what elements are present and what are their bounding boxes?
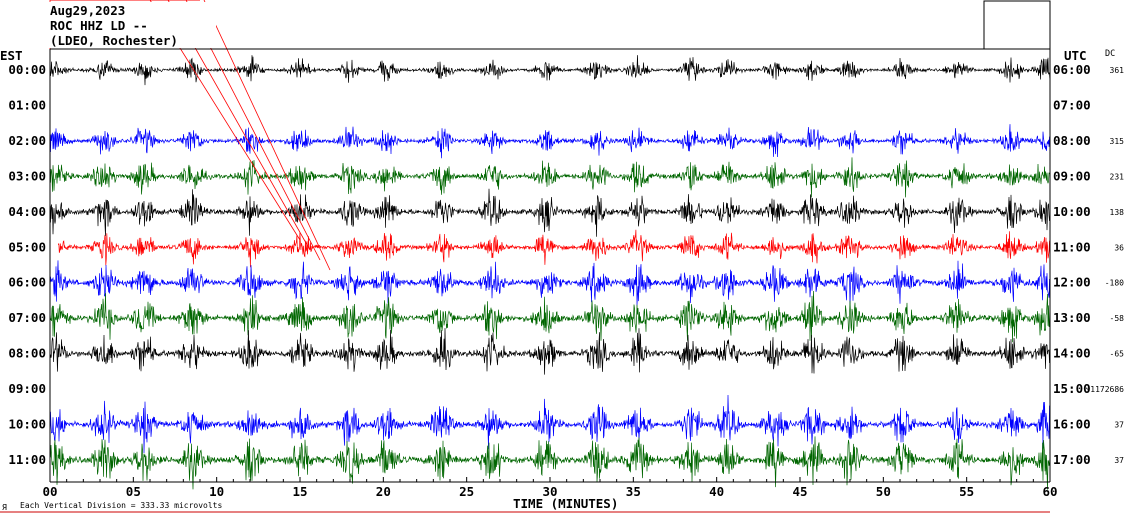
utc-label: 08:00 [1053, 133, 1091, 148]
est-label: 01:00 [8, 97, 46, 112]
header-date: Aug29,2023 [50, 3, 125, 18]
utc-label: 10:00 [1053, 204, 1091, 219]
dc-value: 361 [1110, 66, 1125, 75]
dc-value: 37 [1114, 421, 1124, 430]
dc-value: 138 [1110, 208, 1125, 217]
x-tick-label: 15 [292, 484, 307, 499]
dc-value: 37 [1114, 456, 1124, 465]
utc-label: 13:00 [1053, 310, 1091, 325]
sweep-line-3 [203, 0, 331, 271]
est-label: 04:00 [8, 204, 46, 219]
trace-0900 [49, 157, 1051, 198]
x-tick-label: 35 [626, 484, 641, 499]
x-tick-label: 25 [459, 484, 474, 499]
x-tick-label: 05 [126, 484, 141, 499]
header-network: (LDEO, Rochester) [50, 33, 178, 48]
dc-label: DC [1105, 49, 1115, 59]
utc-label: 11:00 [1053, 239, 1091, 254]
utc-label: 14:00 [1053, 346, 1091, 361]
x-tick-label: 55 [959, 484, 974, 499]
time-window-box [983, 0, 1051, 49]
dc-value: 315 [1110, 137, 1125, 146]
x-tick-label: 40 [709, 484, 724, 499]
trace-1000 [49, 188, 1051, 237]
dc-value: -1172686 [1085, 385, 1124, 394]
est-label: 00:00 [8, 62, 46, 77]
trace-0800 [49, 124, 1051, 159]
est-label: 10:00 [8, 417, 46, 432]
trace-1600 [49, 394, 1051, 454]
trace-1100 [57, 229, 1051, 268]
right-axis-label: UTC [1064, 48, 1087, 63]
est-label: 09:00 [8, 381, 46, 396]
utc-label: 16:00 [1053, 417, 1091, 432]
dc-value: -58 [1110, 314, 1125, 323]
seismic-traces [49, 55, 1051, 490]
x-tick-label: 20 [376, 484, 391, 499]
scale-note: Each Vertical Division = 333.33 microvol… [20, 501, 222, 510]
est-label: 05:00 [8, 239, 46, 254]
dc-value: -180 [1105, 279, 1124, 288]
trace-1400 [49, 328, 1051, 375]
trace-1700 [49, 436, 1051, 490]
header-station: ROC HHZ LD -- [50, 18, 148, 33]
utc-label: 06:00 [1053, 62, 1091, 77]
left-axis-label: EST [0, 48, 23, 63]
x-tick-label: 10 [209, 484, 224, 499]
est-label: 08:00 [8, 346, 46, 361]
logo-icon: Я [2, 503, 7, 512]
x-tick-label: 30 [542, 484, 557, 499]
x-axis-ticks: 00 05 10 15 20 25 30 35 40 45 50 55 60 [42, 477, 1058, 499]
utc-label: 17:00 [1053, 452, 1091, 467]
trace-1200 [49, 260, 1051, 309]
header-box [48, 2, 216, 48]
est-label: 06:00 [8, 275, 46, 290]
est-label: 11:00 [8, 452, 46, 467]
utc-label: 09:00 [1053, 168, 1091, 183]
est-label: 03:00 [8, 168, 46, 183]
dc-value: -65 [1110, 350, 1125, 359]
row-labels: 00:00 06:00 361 01:00 07:00 02:00 08:00 315 03:0… [8, 62, 1124, 467]
est-label: 02:00 [8, 133, 46, 148]
utc-label: 12:00 [1053, 275, 1091, 290]
utc-label: 15:00 [1053, 381, 1091, 396]
dc-value: 231 [1110, 172, 1125, 181]
est-label: 07:00 [8, 310, 46, 325]
x-axis-label: TIME (MINUTES) [513, 496, 618, 511]
utc-label: 07:00 [1053, 97, 1091, 112]
x-tick-label: 60 [1042, 484, 1057, 499]
x-tick-label: 45 [792, 484, 807, 499]
trace-0600 [49, 55, 1051, 86]
dc-value: 36 [1114, 243, 1124, 252]
trace-1300 [49, 290, 1051, 343]
x-tick-label: 50 [876, 484, 891, 499]
x-tick-label: 00 [42, 484, 57, 499]
